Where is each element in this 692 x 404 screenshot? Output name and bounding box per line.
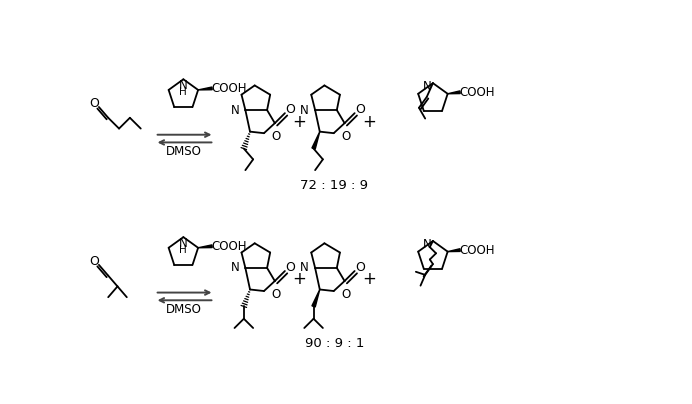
Text: +: +: [293, 113, 307, 130]
Text: O: O: [341, 130, 351, 143]
Text: DMSO: DMSO: [166, 303, 202, 316]
Text: COOH: COOH: [211, 240, 247, 253]
Text: 90 : 9 : 1: 90 : 9 : 1: [304, 337, 364, 350]
Text: H: H: [179, 245, 188, 255]
Text: COOH: COOH: [459, 244, 495, 257]
Text: N: N: [423, 238, 431, 251]
Text: 72 : 19 : 9: 72 : 19 : 9: [300, 179, 369, 192]
Text: N: N: [300, 103, 309, 117]
Polygon shape: [448, 91, 460, 94]
Text: +: +: [293, 271, 307, 288]
Polygon shape: [312, 132, 320, 149]
Text: N: N: [423, 80, 431, 93]
Text: N: N: [179, 79, 188, 92]
Text: O: O: [272, 288, 281, 301]
Text: O: O: [89, 97, 99, 110]
Text: O: O: [341, 288, 351, 301]
Polygon shape: [198, 87, 212, 90]
Polygon shape: [312, 290, 320, 307]
Text: H: H: [179, 87, 188, 97]
Polygon shape: [198, 245, 212, 248]
Text: +: +: [363, 113, 376, 130]
Polygon shape: [448, 249, 460, 252]
Text: DMSO: DMSO: [166, 145, 202, 158]
Text: N: N: [230, 261, 239, 274]
Text: N: N: [179, 237, 188, 250]
Text: COOH: COOH: [459, 86, 495, 99]
Text: O: O: [272, 130, 281, 143]
Text: O: O: [355, 261, 365, 274]
Text: COOH: COOH: [211, 82, 247, 95]
Text: O: O: [285, 261, 295, 274]
Text: O: O: [285, 103, 295, 116]
Text: N: N: [300, 261, 309, 274]
Text: O: O: [89, 255, 99, 268]
Text: N: N: [230, 103, 239, 117]
Text: O: O: [355, 103, 365, 116]
Text: +: +: [363, 271, 376, 288]
